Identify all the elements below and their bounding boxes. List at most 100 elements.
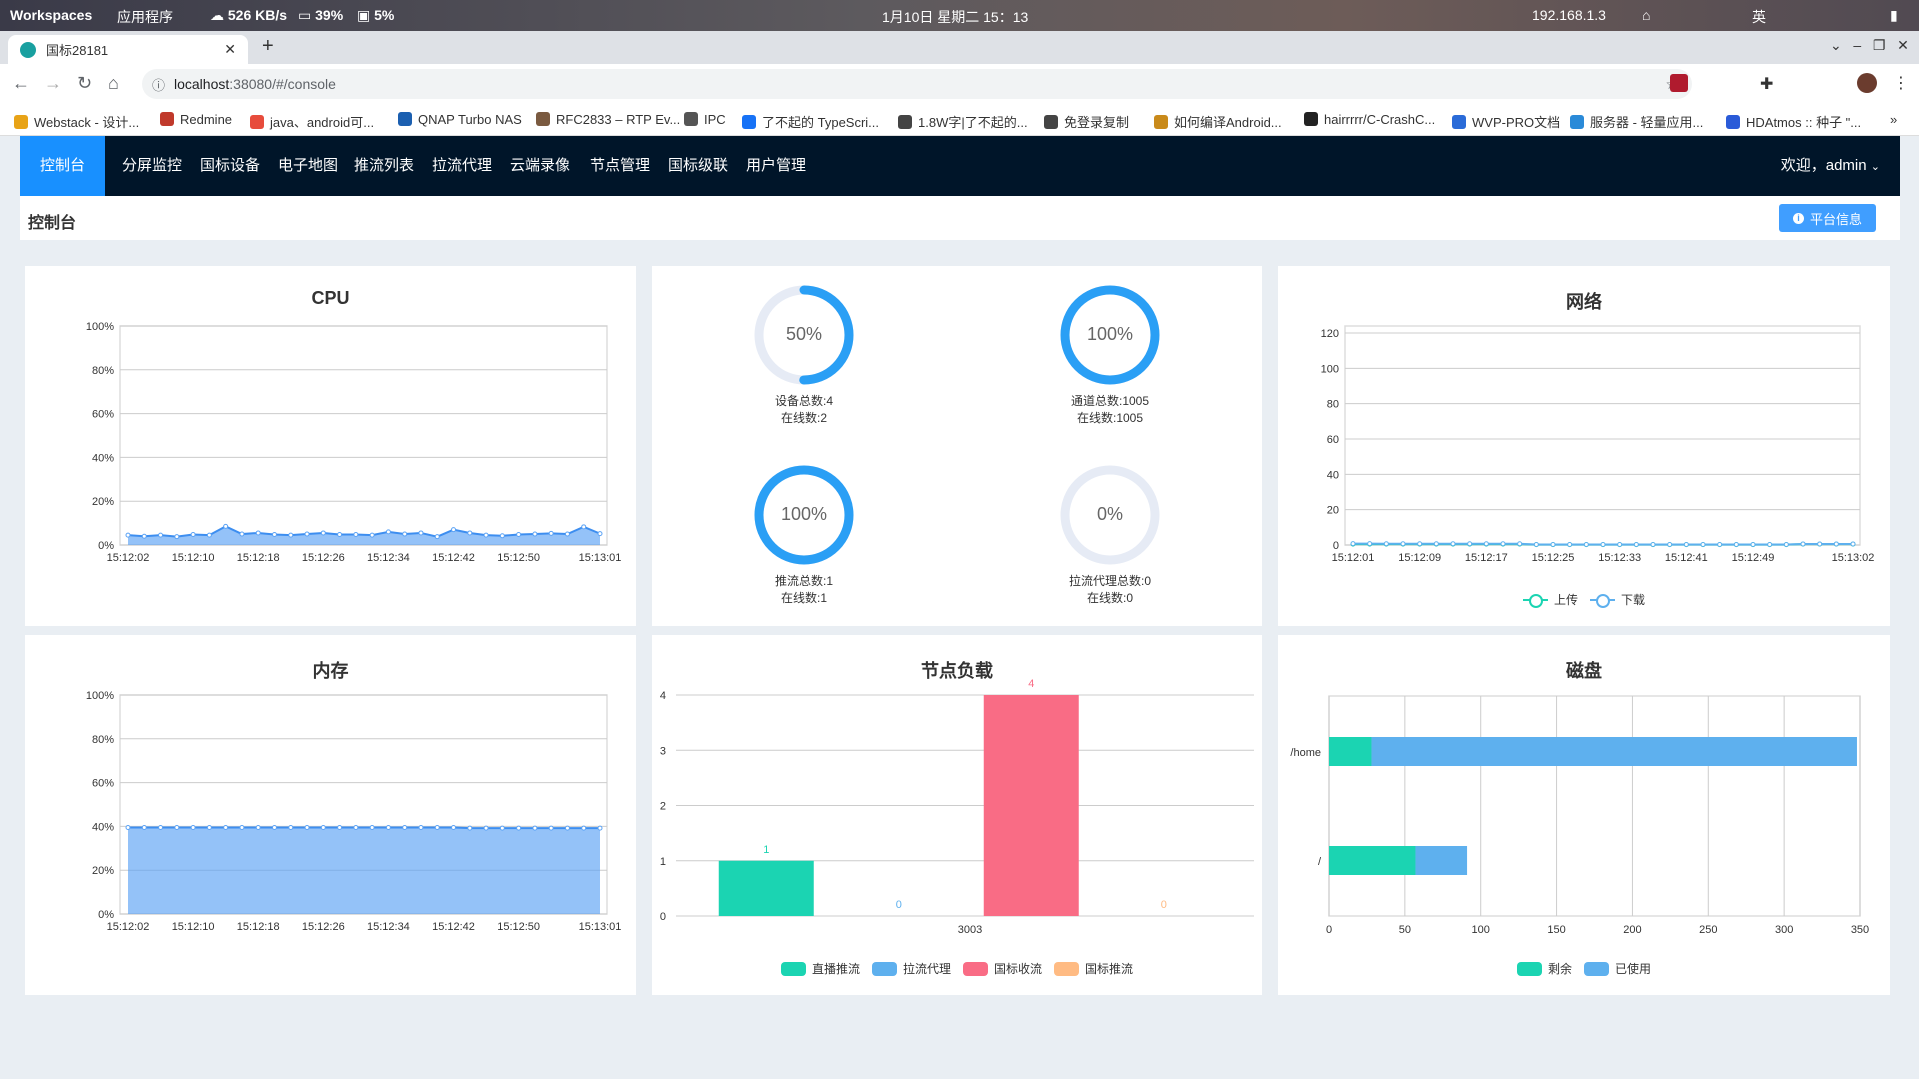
- browser-tab[interactable]: 国标28181 ✕: [8, 35, 248, 64]
- bookmark-item[interactable]: RFC2833 – RTP Ev...: [536, 112, 680, 127]
- data-point[interactable]: [1650, 541, 1656, 547]
- data-point[interactable]: [532, 825, 538, 831]
- data-point[interactable]: [597, 825, 603, 831]
- data-point[interactable]: [1733, 541, 1739, 547]
- data-point[interactable]: [353, 824, 359, 830]
- data-point[interactable]: [499, 533, 505, 539]
- data-point[interactable]: [1583, 541, 1589, 547]
- data-point[interactable]: [1350, 541, 1356, 547]
- home-icon[interactable]: ⌂: [1642, 7, 1651, 23]
- data-point[interactable]: [1800, 541, 1806, 547]
- data-point[interactable]: [1533, 541, 1539, 547]
- bookmark-item[interactable]: hairrrrr/C-CrashC...: [1304, 112, 1435, 127]
- bar-segment[interactable]: [1415, 846, 1468, 875]
- data-point[interactable]: [288, 824, 294, 830]
- legend-item[interactable]: 剩余: [1516, 960, 1572, 977]
- data-point[interactable]: [418, 530, 424, 536]
- data-point[interactable]: [1550, 541, 1556, 547]
- data-point[interactable]: [499, 825, 505, 831]
- data-point[interactable]: [223, 824, 229, 830]
- data-point[interactable]: [548, 825, 554, 831]
- data-point[interactable]: [271, 531, 277, 537]
- data-point[interactable]: [1367, 541, 1373, 547]
- workspaces-button[interactable]: Workspaces: [10, 7, 93, 23]
- data-point[interactable]: [1750, 541, 1756, 547]
- data-point[interactable]: [239, 531, 245, 537]
- data-point[interactable]: [1783, 541, 1789, 547]
- data-point[interactable]: [1500, 541, 1506, 547]
- nav-item[interactable]: 电子地图: [278, 157, 339, 174]
- data-point[interactable]: [516, 825, 522, 831]
- extension-icon[interactable]: [1670, 74, 1688, 92]
- data-point[interactable]: [125, 824, 131, 830]
- data-point[interactable]: [581, 524, 587, 530]
- data-point[interactable]: [1567, 541, 1573, 547]
- legend-item[interactable]: 已使用: [1584, 960, 1651, 977]
- data-point[interactable]: [223, 523, 229, 529]
- data-point[interactable]: [1717, 541, 1723, 547]
- data-point[interactable]: [1433, 541, 1439, 547]
- data-point[interactable]: [418, 824, 424, 830]
- data-point[interactable]: [402, 824, 408, 830]
- data-point[interactable]: [190, 531, 196, 537]
- apps-menu[interactable]: 应用程序: [117, 9, 173, 25]
- data-point[interactable]: [206, 824, 212, 830]
- data-point[interactable]: [1450, 541, 1456, 547]
- data-point[interactable]: [581, 825, 587, 831]
- bookmark-item[interactable]: IPC: [684, 112, 726, 127]
- nav-item[interactable]: 国标级联: [668, 157, 729, 174]
- data-point[interactable]: [288, 532, 294, 538]
- extensions-icon[interactable]: ✚: [1760, 76, 1774, 93]
- data-point[interactable]: [337, 824, 343, 830]
- bookmark-item[interactable]: 免登录复制: [1044, 112, 1129, 131]
- forward-icon[interactable]: →: [44, 73, 62, 93]
- data-point[interactable]: [564, 825, 570, 831]
- data-point[interactable]: [451, 824, 457, 830]
- data-point[interactable]: [255, 824, 261, 830]
- data-point[interactable]: [174, 534, 180, 540]
- bookmark-item[interactable]: 服务器 - 轻量应用...: [1570, 112, 1703, 131]
- data-point[interactable]: [597, 531, 603, 537]
- data-point[interactable]: [158, 824, 164, 830]
- legend-item[interactable]: 国标推流: [1054, 960, 1133, 977]
- data-point[interactable]: [1833, 541, 1839, 547]
- bookmark-item[interactable]: QNAP Turbo NAS: [398, 112, 522, 127]
- data-point[interactable]: [320, 824, 326, 830]
- window-controls[interactable]: ⌄ – ❐ ✕: [1830, 37, 1909, 53]
- new-tab-button[interactable]: +: [262, 35, 274, 57]
- data-point[interactable]: [239, 824, 245, 830]
- bookmark-item[interactable]: Webstack - 设计...: [14, 112, 139, 131]
- data-point[interactable]: [320, 530, 326, 536]
- data-point[interactable]: [353, 531, 359, 537]
- data-point[interactable]: [434, 824, 440, 830]
- bar[interactable]: [983, 695, 1079, 916]
- info-icon[interactable]: ⓘ: [152, 77, 166, 93]
- data-point[interactable]: [467, 530, 473, 536]
- legend-item[interactable]: 直播推流: [780, 960, 860, 977]
- bookmark-item[interactable]: 如何编译Android...: [1154, 112, 1282, 131]
- data-point[interactable]: [190, 824, 196, 830]
- close-tab-icon[interactable]: ✕: [224, 41, 236, 57]
- nav-item[interactable]: 分屏监控: [122, 157, 183, 174]
- data-point[interactable]: [1617, 541, 1623, 547]
- data-point[interactable]: [158, 532, 164, 538]
- data-point[interactable]: [304, 824, 310, 830]
- url-input[interactable]: ⓘ localhost:38080/#/console ☆: [142, 69, 1692, 99]
- reload-icon[interactable]: ↻: [77, 73, 93, 93]
- data-point[interactable]: [385, 529, 391, 535]
- data-point[interactable]: [1383, 541, 1389, 547]
- data-point[interactable]: [564, 531, 570, 537]
- data-point[interactable]: [1467, 541, 1473, 547]
- back-icon[interactable]: ←: [12, 73, 30, 93]
- data-point[interactable]: [532, 531, 538, 537]
- data-point[interactable]: [483, 532, 489, 538]
- bar-segment[interactable]: [1371, 737, 1857, 766]
- data-point[interactable]: [451, 527, 457, 533]
- data-point[interactable]: [1600, 541, 1606, 547]
- ime-indicator[interactable]: 英: [1752, 9, 1766, 25]
- data-point[interactable]: [1517, 541, 1523, 547]
- bookmark-item[interactable]: HDAtmos :: 种子 "...: [1726, 112, 1861, 131]
- data-point[interactable]: [385, 824, 391, 830]
- data-point[interactable]: [516, 531, 522, 537]
- menu-icon[interactable]: ⋮: [1893, 75, 1909, 92]
